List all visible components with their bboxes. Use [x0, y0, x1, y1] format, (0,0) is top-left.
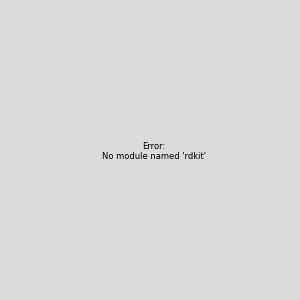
Text: Error:
No module named 'rdkit': Error: No module named 'rdkit' [102, 142, 206, 161]
